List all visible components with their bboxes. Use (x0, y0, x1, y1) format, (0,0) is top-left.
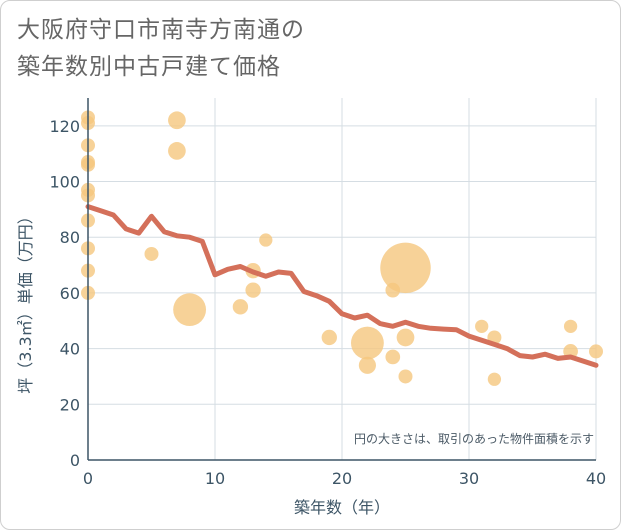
tick-labels: 0 20 40 60 80 100 120 0 10 20 30 40 (49, 117, 606, 488)
bubble-series (81, 110, 603, 386)
chart-title-line-1: 大阪府守口市南寺方南通の (17, 17, 305, 43)
chart-title: 大阪府守口市南寺方南通の 築年数別中古戸建て価格 (17, 12, 577, 86)
bubble-point-18 (259, 233, 273, 247)
size-annotation: 円の大きさは、取引のあった物件面積を示す (354, 431, 594, 446)
axes (87, 98, 596, 461)
y-tick-label-0: 0 (70, 451, 80, 470)
bubble-point-24 (380, 242, 431, 294)
x-tick-label-30: 30 (459, 469, 479, 488)
bubble-point-19 (321, 329, 337, 346)
bubble-point-32 (589, 344, 603, 359)
bubble-point-13 (168, 142, 186, 160)
bubble-point-27 (475, 319, 489, 333)
bubble-point-20 (350, 326, 384, 360)
bubble-point-26 (398, 369, 413, 384)
x-tick-label-40: 40 (586, 469, 606, 488)
bubble-point-21 (358, 356, 376, 374)
x-axis-label: 築年数（年） (294, 498, 390, 517)
bubble-point-14 (173, 293, 207, 327)
y-tick-label-80: 80 (60, 228, 80, 247)
x-tick-label-0: 0 (83, 469, 93, 488)
bubble-point-23 (385, 349, 401, 365)
bubble-point-29 (487, 372, 502, 386)
y-tick-label-40: 40 (60, 340, 80, 359)
bubble-point-25 (396, 328, 415, 347)
grid-lines (87, 98, 597, 461)
y-tick-label-60: 60 (60, 284, 80, 303)
chart-title-line-2: 築年数別中古戸建て価格 (17, 54, 281, 80)
y-tick-label-20: 20 (60, 395, 80, 414)
bubble-point-30 (563, 319, 578, 333)
bubble-point-11 (144, 246, 159, 261)
bubble-point-15 (232, 299, 249, 315)
bubble-point-12 (168, 111, 186, 130)
y-tick-label-120: 120 (49, 117, 80, 136)
trend-line (85, 204, 599, 368)
x-tick-label-20: 20 (332, 469, 352, 488)
x-tick-label-10: 10 (205, 469, 225, 488)
y-tick-label-100: 100 (49, 173, 80, 192)
y-axis-label: 坪（3.3㎡）単価（万円） (16, 208, 35, 393)
bubble-point-17 (245, 282, 261, 298)
